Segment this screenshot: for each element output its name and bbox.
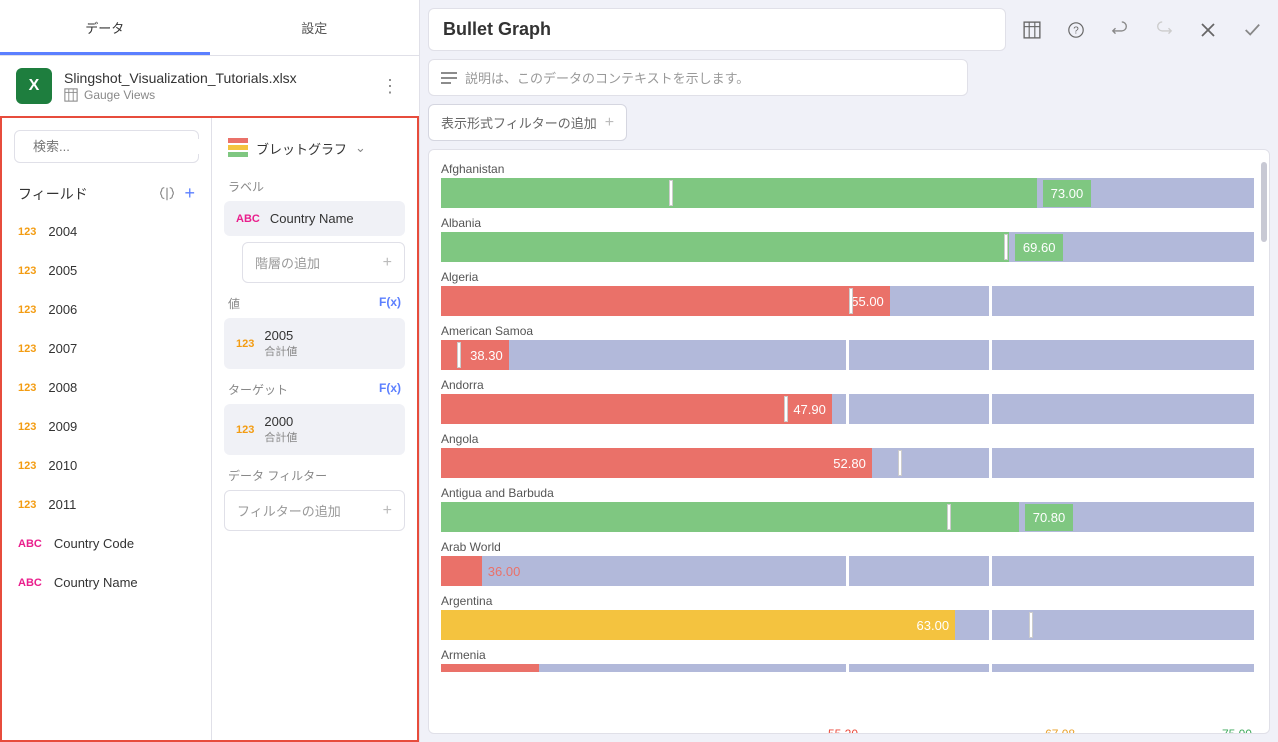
chevron-down-icon: ⌄ xyxy=(355,140,366,156)
bullet-row: Arab World36.00 xyxy=(441,540,1257,586)
description-icon xyxy=(441,71,457,85)
right-panel: Bullet Graph ? 説明は、このデータのコンテキストを示します。 表示… xyxy=(420,0,1278,742)
bullet-row: Antigua and Barbuda70.80 xyxy=(441,486,1257,532)
chart-area: Afghanistan73.00 Albania69.60 Algeria55.00… xyxy=(428,149,1270,734)
bullet-row: Algeria55.00 xyxy=(441,270,1257,316)
fields-header: フィールド xyxy=(18,184,150,204)
field-item[interactable]: 1232007 xyxy=(2,329,211,368)
field-item[interactable]: 1232005 xyxy=(2,251,211,290)
bullet-row: Argentina63.00 xyxy=(441,594,1257,640)
bullet-chart-icon xyxy=(228,138,248,158)
svg-text:?: ? xyxy=(1073,25,1079,36)
field-item[interactable]: ABCCountry Name xyxy=(2,563,211,602)
add-viz-filter[interactable]: 表示形式フィルターの追加+ xyxy=(428,104,627,141)
section-label-label: ラベル xyxy=(228,178,401,195)
section-datafilter-label: データ フィルター xyxy=(228,467,401,484)
bullet-row: Albania69.60 xyxy=(441,216,1257,262)
excel-icon: X xyxy=(16,68,52,104)
file-name: Slingshot_Visualization_Tutorials.xlsx xyxy=(64,70,365,86)
grid-view-icon[interactable] xyxy=(1014,12,1050,48)
brain-icon[interactable] xyxy=(158,185,176,203)
left-panel: データ 設定 X Slingshot_Visualization_Tutoria… xyxy=(0,0,420,742)
more-icon[interactable]: ⋮ xyxy=(377,72,403,101)
close-icon[interactable] xyxy=(1190,12,1226,48)
value-chip[interactable]: 1232005合計値 xyxy=(224,318,405,369)
grid-icon xyxy=(64,88,78,102)
field-item[interactable]: 1232010 xyxy=(2,446,211,485)
label-chip[interactable]: ABCCountry Name xyxy=(224,201,405,236)
bullet-row: Angola52.80 xyxy=(441,432,1257,478)
scrollbar[interactable] xyxy=(1261,162,1267,242)
confirm-icon[interactable] xyxy=(1234,12,1270,48)
bullet-row: American Samoa38.30 xyxy=(441,324,1257,370)
tab-data[interactable]: データ xyxy=(0,0,210,55)
bullet-row: Armenia xyxy=(441,648,1257,672)
help-icon[interactable]: ? xyxy=(1058,12,1094,48)
bullet-row: Afghanistan73.00 xyxy=(441,162,1257,208)
field-item[interactable]: 1232009 xyxy=(2,407,211,446)
redo-icon[interactable] xyxy=(1146,12,1182,48)
search-input[interactable] xyxy=(14,130,199,163)
section-value-label: 値 xyxy=(228,295,240,312)
section-target-label: ターゲット xyxy=(228,381,288,398)
add-filter[interactable]: フィルターの追加+ xyxy=(224,490,405,531)
field-item[interactable]: 1232006 xyxy=(2,290,211,329)
field-item[interactable]: 1232008 xyxy=(2,368,211,407)
sheet-name[interactable]: Gauge Views xyxy=(64,88,365,102)
description-input[interactable]: 説明は、このデータのコンテキストを示します。 xyxy=(428,59,968,96)
bullet-row: Andorra47.90 xyxy=(441,378,1257,424)
chart-type-selector[interactable]: ブレットグラフ ⌄ xyxy=(224,130,405,166)
fx-target[interactable]: F(x) xyxy=(379,381,401,398)
tab-settings[interactable]: 設定 xyxy=(210,0,420,55)
fx-value[interactable]: F(x) xyxy=(379,295,401,312)
field-item[interactable]: 1232004 xyxy=(2,212,211,251)
undo-icon[interactable] xyxy=(1102,12,1138,48)
target-chip[interactable]: 1232000合計値 xyxy=(224,404,405,455)
add-level[interactable]: 階層の追加+ xyxy=(242,242,405,283)
field-item[interactable]: 1232011 xyxy=(2,485,211,524)
title-input[interactable]: Bullet Graph xyxy=(428,8,1006,51)
field-item[interactable]: ABCCountry Code xyxy=(2,524,211,563)
add-field-icon[interactable]: + xyxy=(184,183,195,204)
